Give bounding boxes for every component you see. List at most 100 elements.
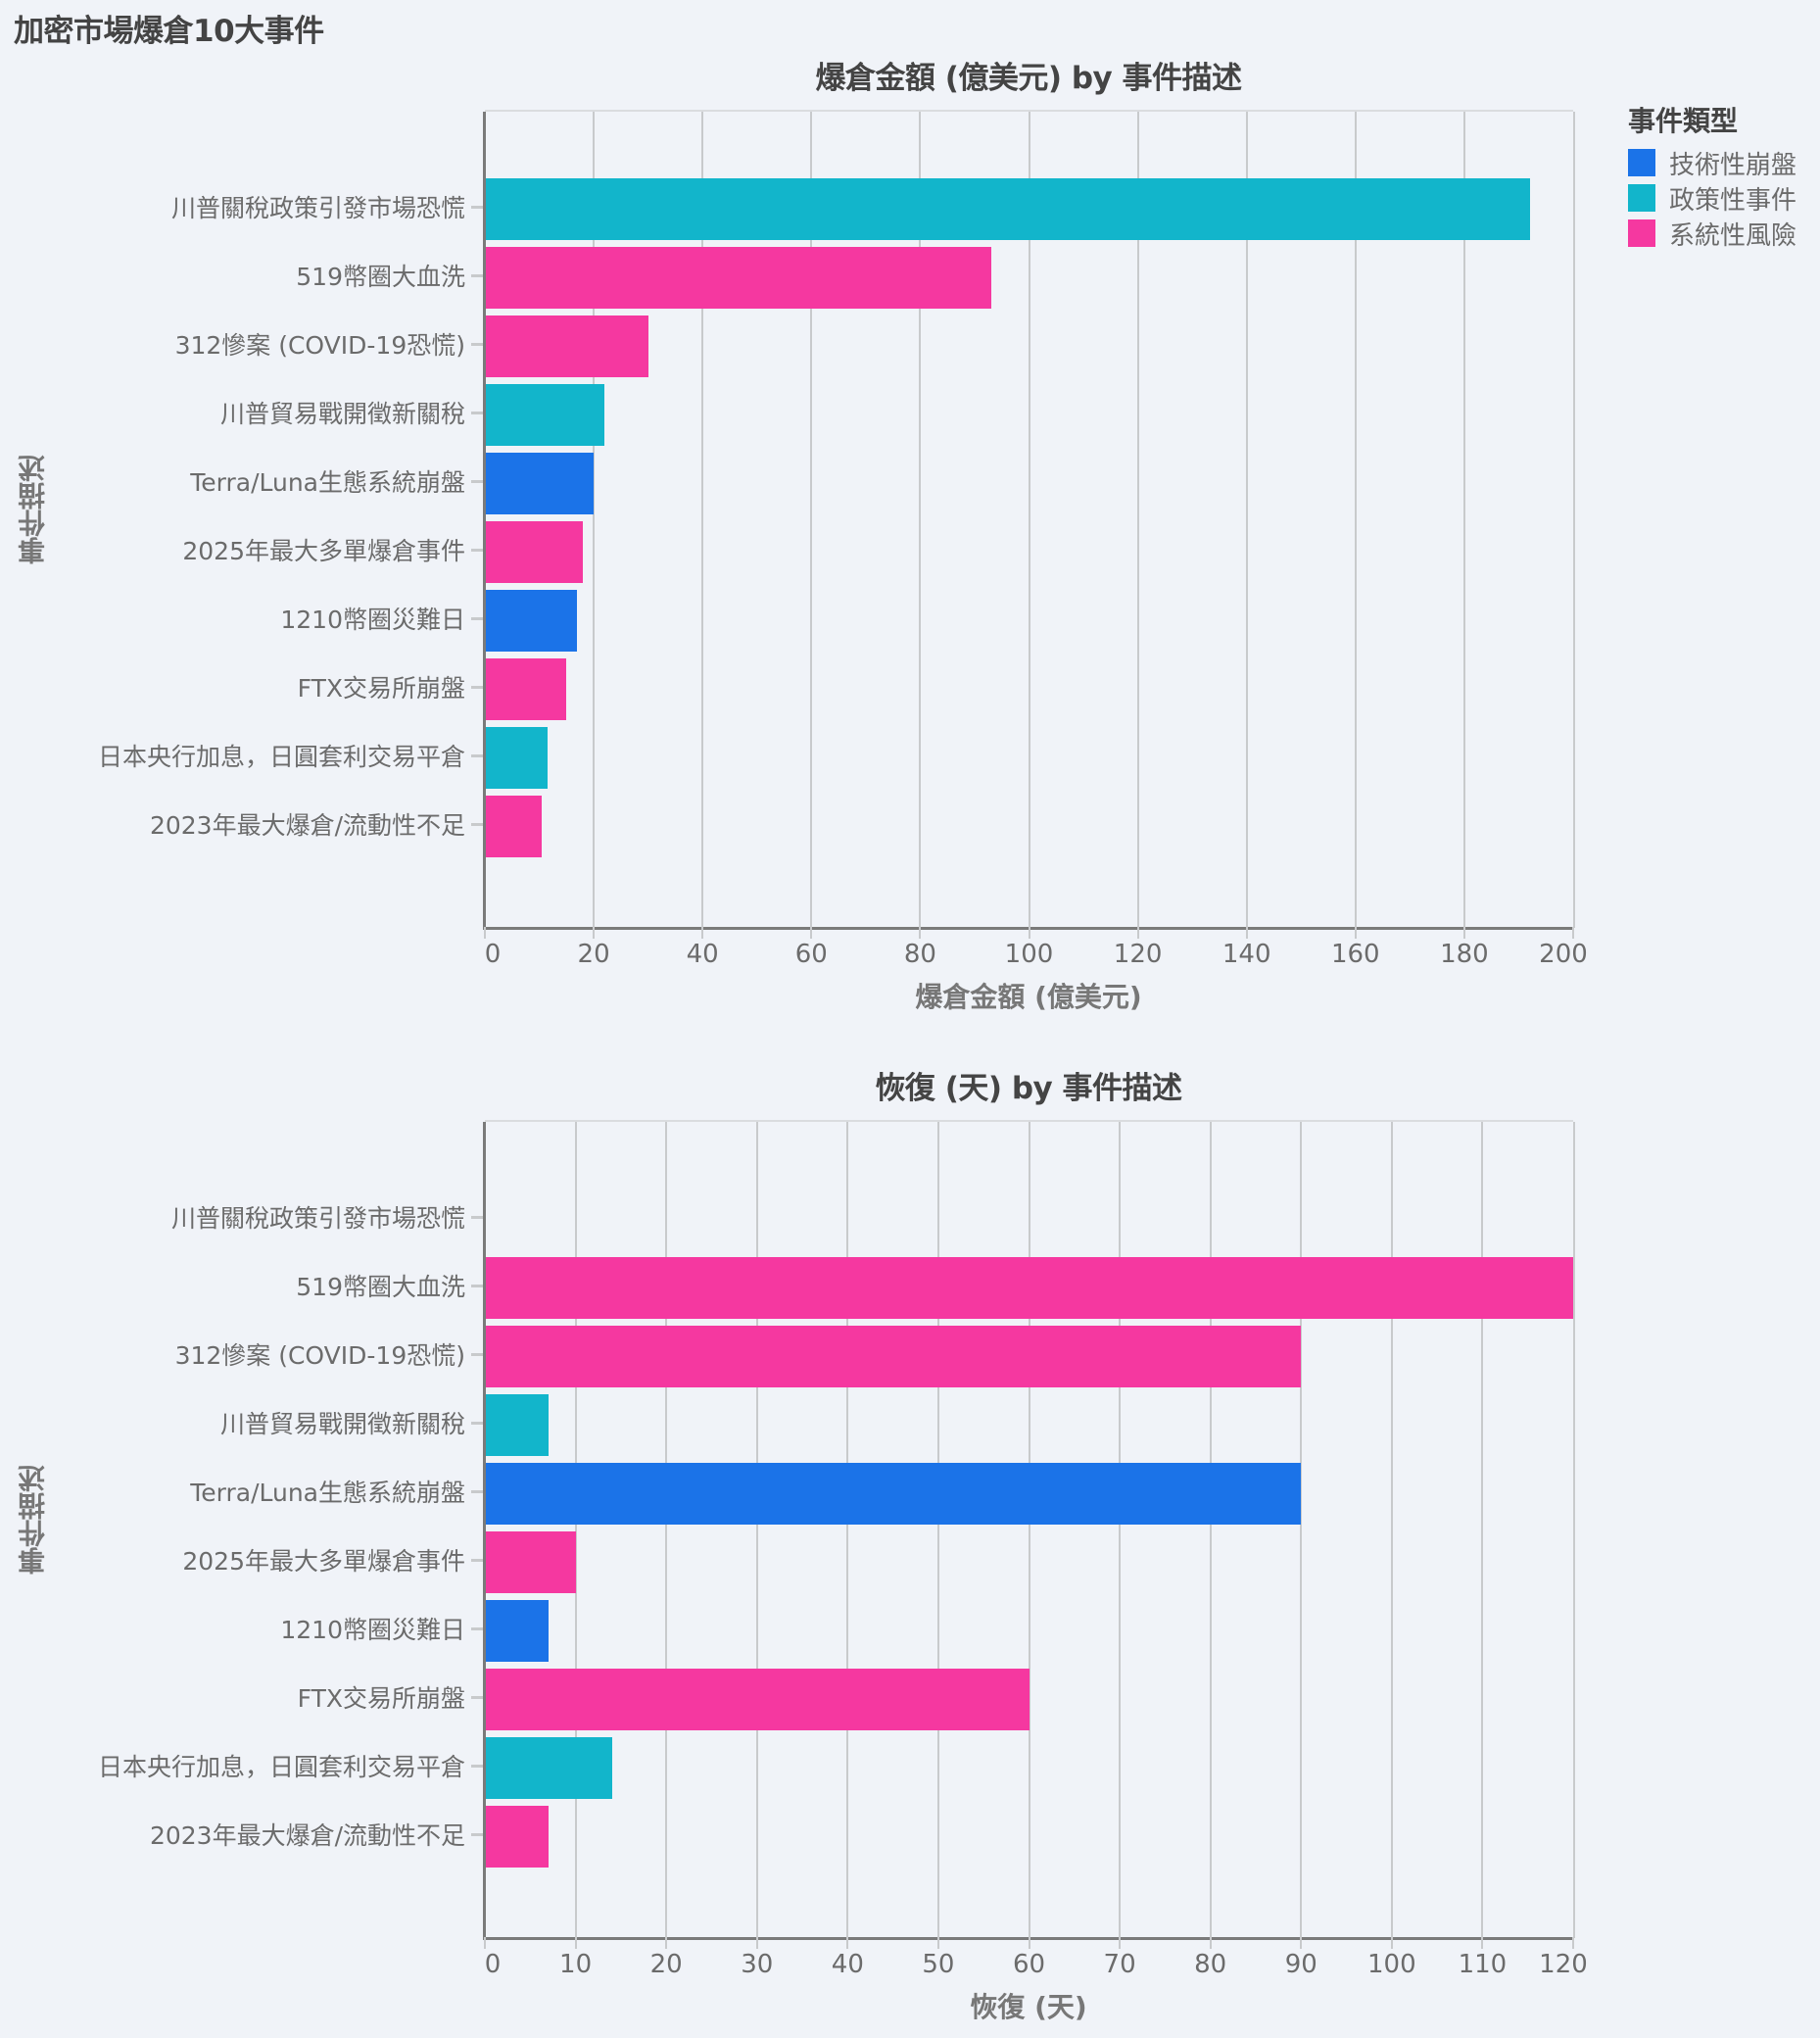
- y-tick-label: 2023年最大爆倉/流動性不足: [149, 1821, 465, 1850]
- x-tick-label: 120: [1539, 1950, 1588, 1979]
- y-tick: [471, 1285, 483, 1287]
- legend-item-policy[interactable]: 政策性事件: [1628, 180, 1796, 216]
- y-tick: [471, 1353, 483, 1356]
- x-tick-label: 140: [1221, 940, 1271, 969]
- y-tick: [471, 549, 483, 552]
- bar[interactable]: [485, 1256, 1573, 1319]
- bar[interactable]: [485, 657, 567, 720]
- y-tick-label: 2025年最大多單爆倉事件: [182, 1547, 465, 1576]
- gridline: [1028, 1122, 1030, 1938]
- plot-area: [483, 1120, 1575, 1940]
- gridline: [1119, 1122, 1122, 1938]
- x-axis-title: 爆倉金額 (億美元): [915, 981, 1142, 1013]
- bar[interactable]: [485, 315, 648, 377]
- plot-area: [483, 110, 1575, 930]
- y-tick: [471, 1696, 483, 1699]
- x-tick: [484, 927, 486, 939]
- bar[interactable]: [485, 1805, 549, 1868]
- x-tick: [1300, 1937, 1303, 1949]
- y-tick-label: 川普貿易戰開徵新關稅: [219, 1410, 465, 1438]
- x-tick: [484, 1937, 486, 1949]
- x-tick-label: 100: [1004, 940, 1054, 969]
- y-tick: [471, 617, 483, 620]
- gridline: [1136, 112, 1139, 928]
- bar[interactable]: [485, 452, 595, 514]
- legend-label: 政策性事件: [1669, 185, 1797, 216]
- x-tick: [665, 1937, 668, 1949]
- bar[interactable]: [485, 795, 543, 857]
- x-tick-label: 70: [1103, 1950, 1136, 1979]
- x-tick-label: 90: [1284, 1950, 1317, 1979]
- y-tick-label: FTX交易所崩盤: [297, 1684, 465, 1713]
- gridline: [936, 1122, 939, 1938]
- x-tick: [1354, 927, 1357, 939]
- bar[interactable]: [485, 589, 578, 652]
- y-tick-label: 519幣圈大血洗: [296, 1273, 465, 1301]
- y-axis-title: 事件描述: [17, 1465, 49, 1575]
- y-tick: [471, 1559, 483, 1562]
- plot-right-edge: [1573, 112, 1575, 928]
- y-axis-title: 事件描述: [17, 455, 49, 564]
- legend-item-systemic[interactable]: 系統性風險: [1628, 216, 1796, 251]
- x-tick-label: 160: [1330, 940, 1380, 969]
- gridline: [701, 112, 704, 928]
- x-tick-label: 180: [1440, 940, 1489, 969]
- bar[interactable]: [485, 1668, 1030, 1730]
- gridline: [1209, 1122, 1212, 1938]
- x-tick: [755, 1937, 758, 1949]
- y-tick: [471, 343, 483, 346]
- gridline: [1028, 112, 1030, 928]
- y-tick-label: 川普關稅政策引發市場恐慌: [170, 194, 465, 222]
- bar[interactable]: [485, 246, 991, 309]
- y-axis-line: [483, 112, 486, 928]
- x-tick: [846, 1937, 849, 1949]
- legend-swatch: [1628, 184, 1655, 212]
- x-tick-label: 10: [559, 1950, 593, 1979]
- bar[interactable]: [485, 520, 583, 583]
- x-tick: [810, 927, 813, 939]
- y-tick: [471, 1627, 483, 1630]
- x-tick: [1572, 927, 1574, 939]
- x-tick-label: 50: [922, 1950, 955, 1979]
- bar[interactable]: [485, 1599, 549, 1662]
- x-tick: [593, 927, 596, 939]
- y-tick: [471, 1765, 483, 1768]
- x-tick: [1572, 1937, 1574, 1949]
- legend-label: 技術性崩盤: [1669, 150, 1797, 180]
- bar[interactable]: [485, 1325, 1302, 1387]
- x-tick: [1462, 927, 1465, 939]
- gridline: [810, 112, 813, 928]
- x-tick: [1028, 927, 1030, 939]
- y-tick-label: Terra/Luna生態系統崩盤: [190, 468, 465, 497]
- bar[interactable]: [485, 1393, 549, 1456]
- x-tick-label: 20: [649, 1950, 683, 1979]
- gridline: [1245, 112, 1248, 928]
- bar[interactable]: [485, 726, 548, 789]
- plot-right-edge: [1573, 1122, 1575, 1938]
- x-tick: [1245, 927, 1248, 939]
- y-tick-label: 日本央行加息，日圓套利交易平倉: [97, 743, 465, 771]
- y-tick-label: 1210幣圈災難日: [280, 606, 465, 634]
- legend-title: 事件類型: [1628, 105, 1739, 137]
- bar[interactable]: [485, 1462, 1302, 1525]
- x-tick-label: 60: [1012, 1950, 1046, 1979]
- x-tick-label: 80: [903, 940, 936, 969]
- x-tick: [1209, 1937, 1212, 1949]
- recovery-days-chart: 恢復 (天) by 事件描述 0 10 20 30 40 50 60 70 80 90 100 110…: [0, 1010, 1820, 2038]
- y-tick-label: 川普貿易戰開徵新關稅: [219, 400, 465, 428]
- x-tick-label: 120: [1113, 940, 1163, 969]
- bar[interactable]: [485, 1736, 612, 1799]
- y-tick-label: Terra/Luna生態系統崩盤: [190, 1479, 465, 1507]
- bar[interactable]: [485, 1530, 576, 1593]
- y-tick: [471, 480, 483, 483]
- chart-title: 爆倉金額 (億美元) by 事件描述: [815, 61, 1242, 96]
- y-tick: [471, 412, 483, 414]
- y-tick: [471, 206, 483, 209]
- y-tick-label: 312慘案 (COVID-19恐慌): [174, 1341, 465, 1370]
- bar[interactable]: [485, 177, 1530, 240]
- legend-item-technical[interactable]: 技術性崩盤: [1628, 145, 1796, 180]
- y-tick-label: 川普關稅政策引發市場恐慌: [170, 1204, 465, 1233]
- gridline: [1481, 1122, 1484, 1938]
- bar[interactable]: [485, 383, 605, 446]
- liquidation-amount-chart: 爆倉金額 (億美元) by 事件描述 0 20 40 60 80 100 120 140 160…: [0, 0, 1820, 1013]
